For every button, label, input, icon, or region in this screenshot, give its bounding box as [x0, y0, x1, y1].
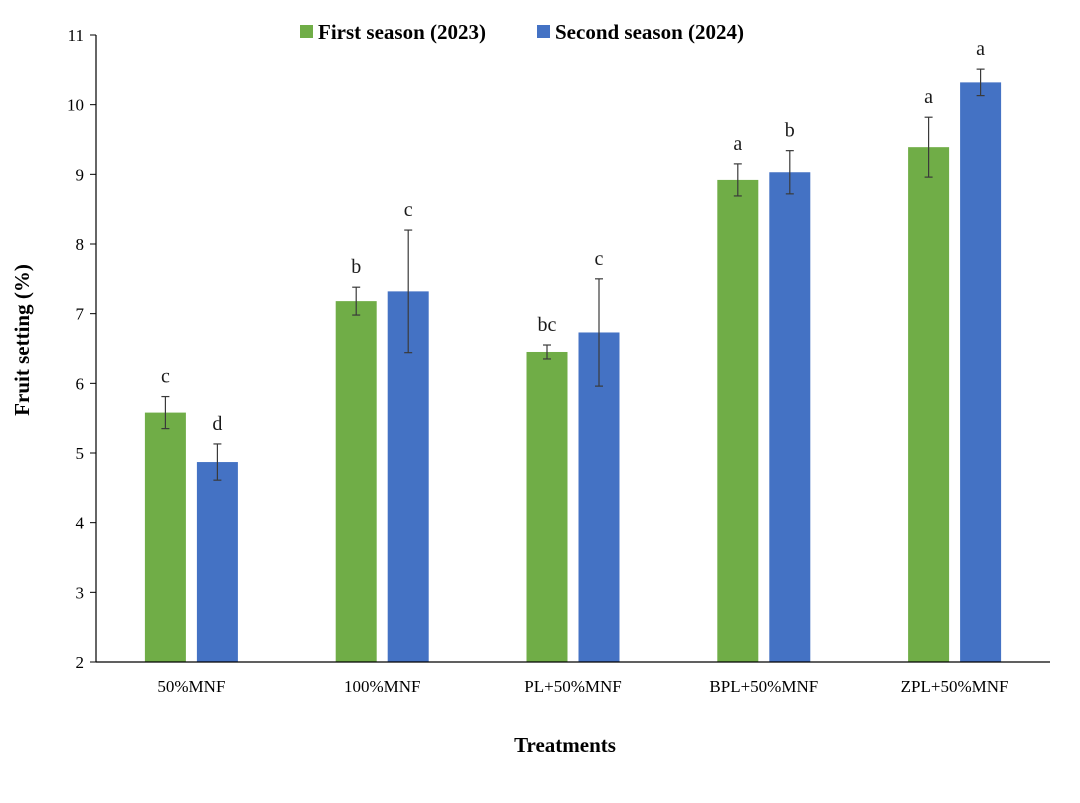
y-tick-label: 8 [76, 235, 85, 254]
significance-label: a [733, 133, 742, 155]
category-label: PL+50%MNF [524, 677, 621, 696]
legend-swatch-first-season [300, 25, 313, 38]
legend-label-first-season: First season (2023) [318, 20, 486, 44]
x-axis-categories: 50%MNF 100%MNF PL+50%MNF BPL+50%MNF ZPL+50%M… [157, 677, 1008, 696]
significance-label: a [976, 38, 985, 60]
y-tick-label: 11 [68, 26, 84, 45]
y-tick-label: 10 [67, 96, 84, 115]
bars [144, 82, 1002, 662]
legend-swatch-second-season [537, 25, 550, 38]
significance-label: a [924, 86, 933, 108]
bar [144, 412, 186, 662]
bar [717, 179, 759, 662]
bar [335, 301, 377, 662]
bar [960, 82, 1002, 662]
y-tick-label: 5 [76, 444, 85, 463]
significance-label: d [212, 413, 222, 435]
y-tick-label: 9 [76, 165, 85, 184]
legend-label-second-season: Second season (2024) [555, 20, 744, 44]
y-tick-label: 2 [76, 653, 85, 672]
y-tick-label: 6 [76, 374, 85, 393]
bar [196, 462, 238, 662]
bar [769, 172, 811, 662]
significance-label: b [351, 256, 361, 278]
y-axis-title: Fruit setting (%) [10, 264, 34, 416]
x-axis-title: Treatments [514, 733, 616, 757]
category-label: 50%MNF [157, 677, 225, 696]
significance-label: c [404, 199, 413, 221]
y-axis-ticks: 2 3 4 5 6 7 8 9 10 11 [67, 26, 96, 672]
significance-label: b [785, 120, 795, 142]
category-label: 100%MNF [344, 677, 421, 696]
y-tick-label: 4 [76, 514, 85, 533]
significance-label: c [161, 366, 170, 388]
bar [578, 332, 620, 662]
y-tick-label: 3 [76, 583, 85, 602]
significance-label: c [595, 248, 604, 270]
y-tick-label: 7 [76, 305, 85, 324]
bar [908, 147, 950, 662]
category-label: ZPL+50%MNF [901, 677, 1009, 696]
category-label: BPL+50%MNF [709, 677, 818, 696]
significance-label: bc [538, 314, 557, 336]
bar [526, 351, 568, 662]
legend: First season (2023) Second season (2024) [300, 20, 744, 44]
error-bars [161, 68, 985, 481]
